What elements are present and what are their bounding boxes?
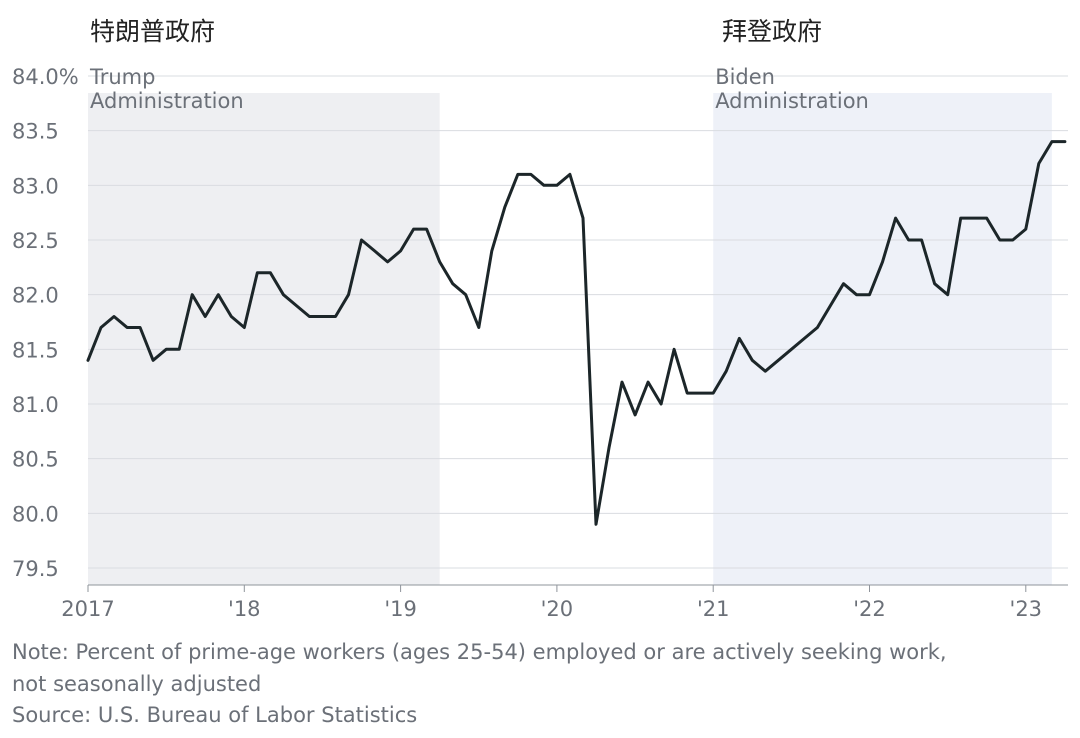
administration-label-line1: Trump [89,65,155,89]
y-tick-label: 82.0 [12,284,59,308]
y-tick-label: 83.5 [12,120,59,144]
administration-label-line1: Biden [715,65,775,89]
y-tick-label: 82.5 [12,229,59,253]
administration-label-line2: Administration [90,89,244,113]
x-tick-label: '23 [1010,597,1043,620]
y-tick-label: 83.0 [12,174,59,198]
note-line-1: Note: Percent of prime-age workers (ages… [12,640,947,664]
y-tick-label: 80.5 [12,448,59,472]
y-tick-label: 80.0 [12,502,59,526]
administration-shaded-region [88,93,440,585]
trump-administration-chinese-label: 特朗普政府 [90,17,216,46]
biden-administration-chinese-label: 拜登政府 [722,17,823,46]
y-tick-label: 79.5 [12,557,59,581]
x-tick-label: '19 [384,597,417,620]
x-tick-label: '22 [853,597,886,620]
x-tick-label: '21 [697,597,730,620]
administration-label-line2: Administration [715,89,869,113]
y-tick-label: 81.0 [12,393,59,417]
x-tick-label: '18 [228,597,261,620]
note-line-2: not seasonally adjusted [12,672,262,696]
y-tick-label: 81.5 [12,338,59,362]
x-tick-label: 2017 [61,597,114,620]
administration-shaded-region [713,93,1052,585]
x-tick-label: '20 [541,597,574,620]
series-line [86,140,1067,526]
y-tick-label: 84.0% [12,65,79,89]
source-note: Source: U.S. Bureau of Labor Statistics [12,703,418,727]
